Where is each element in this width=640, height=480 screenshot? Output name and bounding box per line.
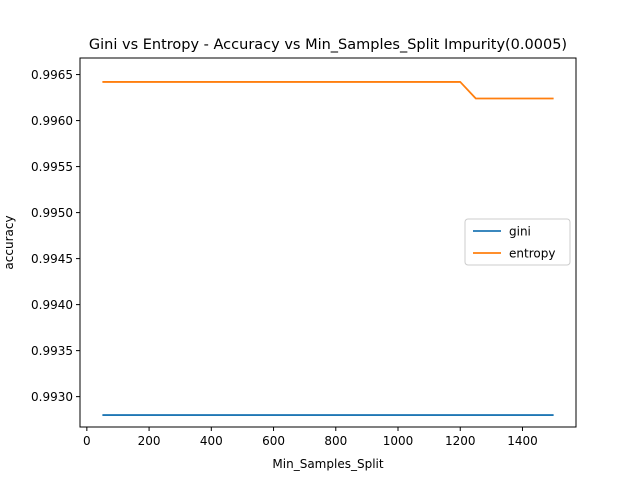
y-tick-label: 0.9960: [31, 114, 73, 128]
chart-title: Gini vs Entropy - Accuracy vs Min_Sample…: [89, 37, 567, 53]
series-layer: [102, 81, 554, 416]
y-tick-label: 0.9930: [31, 390, 73, 404]
x-axis: 0 200 400 600 800 1000 1200 1400: [83, 427, 538, 448]
x-tick-label: 0: [83, 434, 91, 448]
y-tick-label: 0.9940: [31, 298, 73, 312]
y-tick-label: 0.9935: [31, 344, 73, 358]
y-tick-label: 0.9950: [31, 206, 73, 220]
legend-label-gini: gini: [509, 225, 531, 239]
x-tick-label: 1200: [445, 434, 476, 448]
x-tick-label: 1400: [507, 434, 538, 448]
x-tick-label: 200: [138, 434, 161, 448]
series-line-entropy: [102, 81, 554, 100]
y-axis-label: accuracy: [2, 215, 16, 269]
plot-area-frame: [79, 57, 577, 428]
legend: gini entropy: [464, 218, 571, 266]
x-tick-label: 800: [324, 434, 347, 448]
y-tick-label: 0.9965: [31, 68, 73, 82]
x-axis-label: Min_Samples_Split: [272, 457, 383, 471]
y-tick-label: 0.9945: [31, 252, 73, 266]
x-tick-label: 1000: [383, 434, 414, 448]
x-tick-label: 600: [262, 434, 285, 448]
legend-label-entropy: entropy: [509, 247, 555, 261]
x-tick-label: 400: [200, 434, 223, 448]
y-tick-label: 0.9955: [31, 160, 73, 174]
y-axis: 0.9930 0.9935 0.9940 0.9945 0.9950 0.9955 0.99…: [31, 68, 80, 404]
